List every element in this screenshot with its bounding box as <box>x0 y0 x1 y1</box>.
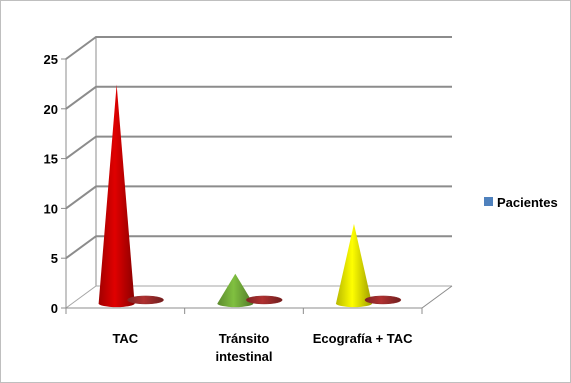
gridlines <box>65 36 452 309</box>
gridline <box>65 185 452 210</box>
x-tick-label: Tránsito intestinal <box>215 331 272 364</box>
x-tick-label: TAC <box>112 331 138 346</box>
x-tick-label: Ecografía + TAC <box>313 331 413 346</box>
legend-swatch <box>484 197 493 206</box>
cone-series-2-2 <box>364 295 402 305</box>
gridline <box>65 285 452 309</box>
y-tick-label: 20 <box>44 102 58 117</box>
y-tick-label: 25 <box>44 52 58 67</box>
gridline <box>65 85 452 110</box>
data-marks <box>98 84 402 308</box>
legend-label: Pacientes <box>497 195 558 210</box>
gridline <box>65 235 452 260</box>
gridline <box>65 36 452 60</box>
cone-pacientes-1 <box>217 273 254 308</box>
y-tick-label: 0 <box>51 301 58 316</box>
y-axis-ticks: 0 5 10 15 20 25 <box>44 52 66 316</box>
y-tick-label: 5 <box>51 251 58 266</box>
cone-pacientes-0 <box>98 84 135 308</box>
cone-series-2-0 <box>127 295 164 305</box>
y-tick-label: 10 <box>44 201 58 216</box>
chart-walls <box>65 37 97 308</box>
y-tick-label: 15 <box>44 152 58 167</box>
cone-series-2-1 <box>246 295 283 305</box>
x-axis-labels: TAC Tránsito intestinal Ecografía + TAC <box>112 331 413 364</box>
chart-floor <box>65 285 453 314</box>
legend: Pacientes <box>484 195 558 210</box>
cone-pacientes-2 <box>335 223 372 308</box>
gridline <box>65 135 452 160</box>
